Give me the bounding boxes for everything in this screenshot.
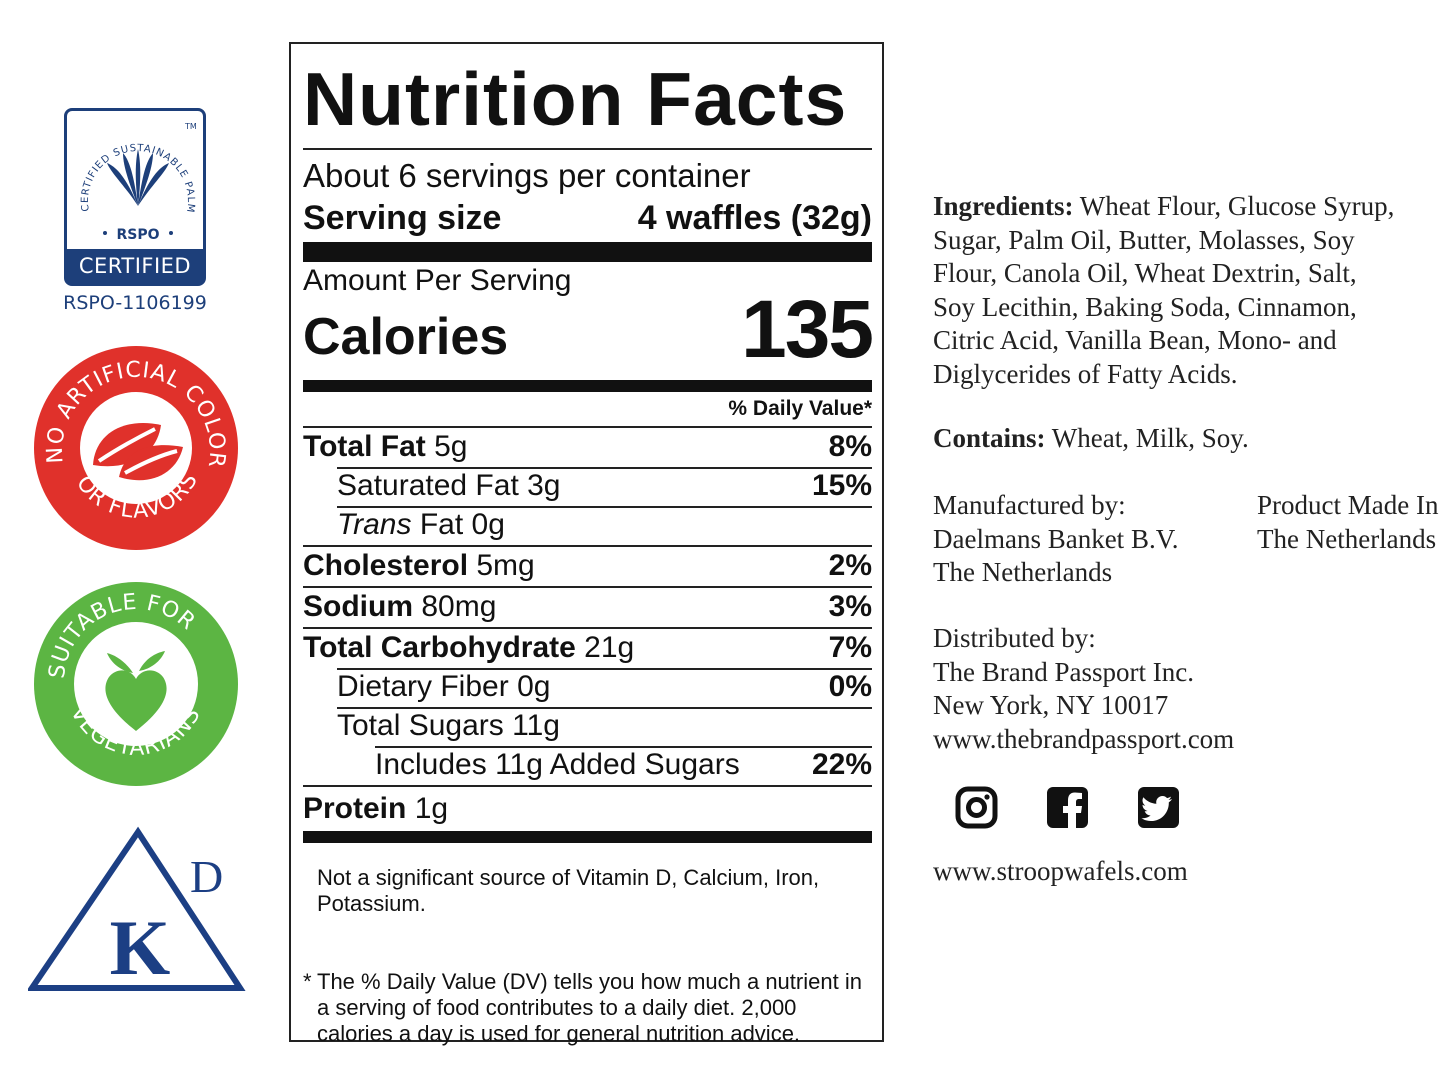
ingredients-block: Ingredients: Wheat Flour, Glucose Syrup,… (933, 190, 1403, 391)
daily-value-header: % Daily Value* (728, 397, 872, 420)
rspo-tm: TM (184, 122, 197, 131)
distributor-url: www.thebrandpassport.com (933, 723, 1235, 754)
calories-row: Calories 135 (303, 284, 874, 375)
nutrient-row-sodium: Sodium 80mg 3% (303, 586, 872, 627)
contains-text: Wheat, Milk, Soy. (1051, 423, 1249, 453)
serving-size-row: Serving size 4 waffles (32g) (303, 198, 872, 238)
nutrient-row-cholesterol: Cholesterol 5mg 2% (303, 545, 872, 586)
nutrient-row-dietary-fiber: Dietary Fiber 0g 0% (303, 668, 872, 707)
daily-value-footnote: * The % Daily Value (DV) tells you how m… (303, 969, 862, 1046)
website-link[interactable]: www.stroopwafels.com (933, 856, 1188, 886)
serving-size-label: Serving size (303, 199, 502, 237)
calories-value: 135 (741, 284, 874, 375)
ingredients-text: Wheat Flour, Glucose Syrup, Sugar, Palm … (933, 191, 1395, 389)
made-in-block: Product Made In The Netherlands (1257, 490, 1439, 554)
twitter-icon[interactable] (1137, 786, 1180, 829)
distributor-block: Distributed by: The Brand Passport Inc. … (933, 622, 1403, 756)
rspo-certified-badge: CERTIFIED SUSTAINABLE PALM OIL TM RSPO C… (64, 108, 206, 286)
nutrient-row-protein: Protein 1g (303, 785, 872, 829)
nutrition-title: Nutrition Facts (303, 57, 848, 141)
nutrient-row-total-sugars: Total Sugars 11g (303, 707, 872, 746)
instagram-icon[interactable] (955, 786, 998, 829)
social-icons (955, 786, 1180, 829)
nutrient-row-total-fat: Total Fat 5g 8% (303, 426, 872, 467)
contains-block: Contains: Wheat, Milk, Soy. (933, 422, 1403, 456)
nutrient-row-saturated-fat: Saturated Fat 3g 15% (303, 467, 872, 506)
contains-label: Contains: (933, 423, 1046, 453)
serving-size-value: 4 waffles (32g) (637, 199, 872, 237)
nutrient-row-trans-fat: Trans Fat 0g (303, 506, 872, 545)
no-artificial-badge: NO ARTIFICIAL COLORS OR FLAVORS (26, 326, 239, 551)
rspo-id: RSPO-1106199 (63, 292, 207, 314)
vegetarian-badge: SUITABLE FOR VEGETARIANS (33, 581, 239, 787)
heart-leaf-icon (105, 651, 167, 731)
rspo-arc-text: CERTIFIED SUSTAINABLE PALM OIL (67, 111, 195, 214)
calories-label: Calories (303, 308, 509, 366)
facebook-icon[interactable] (1046, 786, 1089, 829)
servings-per-container: About 6 servings per container (303, 157, 751, 194)
svg-text:CERTIFIED SUSTAINABLE PALM OIL: CERTIFIED SUSTAINABLE PALM OIL (67, 111, 196, 214)
kosher-dairy-badge: K D (26, 826, 246, 994)
rspo-certified-band: CERTIFIED (67, 249, 203, 283)
manufacturer-block: Manufactured by: Daelmans Banket B.V. Th… (933, 490, 1179, 587)
nutrient-row-added-sugars: Includes 11g Added Sugars 22% (303, 746, 872, 785)
rspo-center-text: RSPO (116, 227, 159, 243)
rspo-palm-logo: CERTIFIED SUSTAINABLE PALM OIL TM RSPO (67, 111, 197, 243)
vitamin-note: Not a significant source of Vitamin D, C… (317, 865, 820, 916)
nutrient-row-total-carbohydrate: Total Carbohydrate 21g 7% (303, 627, 872, 668)
nutrition-facts-panel: Nutrition Facts About 6 servings per con… (289, 42, 884, 1046)
amount-per-serving: Amount Per Serving (303, 264, 572, 297)
ingredients-label: Ingredients: (933, 191, 1074, 221)
kosher-k: K (110, 904, 171, 991)
kosher-d: D (190, 851, 223, 902)
